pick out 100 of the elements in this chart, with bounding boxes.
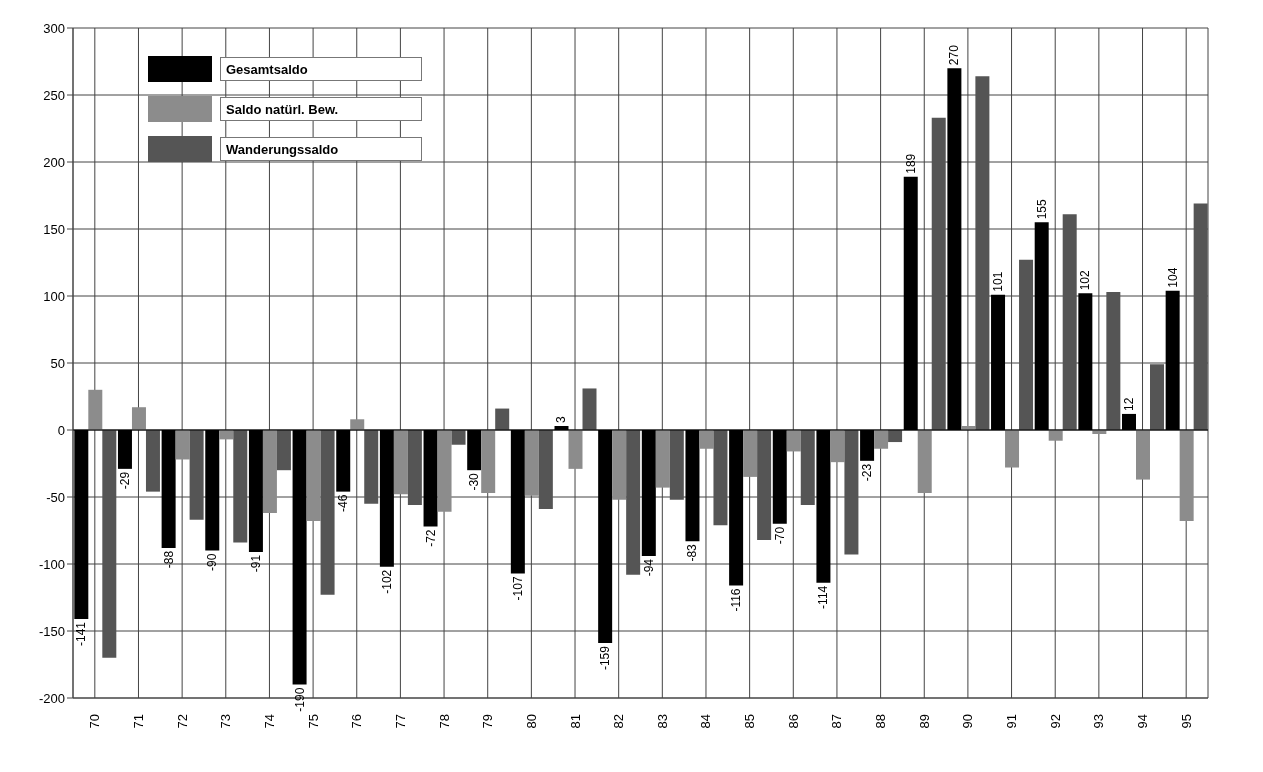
y-tick-label: -200 <box>38 690 65 706</box>
bar <box>844 430 859 555</box>
bar <box>262 430 277 514</box>
data-label: -159 <box>598 645 613 671</box>
data-label: -190 <box>292 687 307 712</box>
data-label: -72 <box>423 529 438 547</box>
bar <box>1179 430 1194 522</box>
bar <box>393 430 408 495</box>
bar <box>917 430 932 493</box>
y-tick-label: 150 <box>43 221 65 237</box>
data-label: -46 <box>336 494 351 512</box>
data-label: -91 <box>248 554 263 573</box>
data-label: -141 <box>74 621 89 646</box>
bar <box>743 430 758 477</box>
y-tick-label: 0 <box>57 422 65 438</box>
bar <box>1062 214 1077 430</box>
bar <box>538 430 553 510</box>
bar <box>1193 203 1208 430</box>
data-label: 189 <box>903 153 918 174</box>
bar <box>582 388 597 430</box>
y-tick-label: 50 <box>50 355 65 371</box>
x-tick-label: 76 <box>349 714 365 729</box>
bar <box>320 430 335 595</box>
bar <box>233 430 248 543</box>
x-tick-label: 71 <box>130 714 146 729</box>
data-label: 270 <box>947 44 962 66</box>
data-label: 102 <box>1078 269 1093 291</box>
bar <box>1019 259 1034 430</box>
bar <box>350 419 365 430</box>
x-tick-label: 91 <box>1004 714 1020 729</box>
bar <box>931 117 946 430</box>
x-tick-label: 78 <box>436 714 452 729</box>
data-label: 12 <box>1122 397 1136 411</box>
x-tick-label: 79 <box>480 714 496 729</box>
data-label: -94 <box>641 558 656 577</box>
bar <box>757 430 772 540</box>
bar <box>830 430 845 463</box>
bar <box>655 430 670 488</box>
x-tick-label: 85 <box>742 714 758 729</box>
data-label: -23 <box>860 463 875 482</box>
x-tick-label: 77 <box>392 714 408 729</box>
bar <box>612 430 627 500</box>
bar <box>874 430 889 449</box>
bar <box>626 430 641 575</box>
bar <box>1106 291 1121 430</box>
data-label: -116 <box>729 588 744 612</box>
data-label: 104 <box>1165 267 1180 288</box>
y-tick-label: -100 <box>38 556 65 572</box>
x-tick-label: 88 <box>873 714 889 729</box>
legend-label: Wanderungssaldo <box>225 140 340 159</box>
x-tick-label: 84 <box>698 714 714 729</box>
x-tick-label: 82 <box>611 714 627 729</box>
bar <box>407 430 422 506</box>
bar <box>1005 430 1020 468</box>
data-label: -83 <box>685 543 700 562</box>
bar <box>102 430 117 658</box>
x-tick-label: 75 <box>305 714 321 729</box>
bar <box>437 430 452 512</box>
bar <box>888 430 903 443</box>
data-label: -70 <box>772 526 787 545</box>
bar <box>699 430 714 449</box>
data-label: -88 <box>161 550 176 569</box>
bar <box>524 430 539 496</box>
data-label: 155 <box>1034 198 1049 220</box>
legend-label: Saldo natürl. Bew. <box>225 100 340 119</box>
bar <box>189 430 204 520</box>
bar <box>669 430 684 500</box>
legend-label: Gesamtsaldo <box>225 60 309 79</box>
x-tick-label: 93 <box>1091 714 1107 729</box>
bar <box>175 430 190 460</box>
data-label: -102 <box>379 569 394 594</box>
data-label: -30 <box>467 472 482 491</box>
y-tick-label: 200 <box>43 154 65 170</box>
data-label: 3 <box>554 415 569 423</box>
x-tick-label: 72 <box>174 714 190 729</box>
bar <box>364 430 379 504</box>
y-tick-label: -150 <box>38 623 65 639</box>
bar <box>975 76 990 430</box>
bar <box>88 389 103 430</box>
x-tick-label: 74 <box>261 714 277 729</box>
x-tick-label: 87 <box>829 714 845 729</box>
bar <box>145 430 160 492</box>
x-tick-label: 94 <box>1135 714 1151 729</box>
data-label: -107 <box>510 576 525 601</box>
x-tick-label: 70 <box>87 714 103 729</box>
y-tick-label: 300 <box>43 20 65 36</box>
y-tick-label: 250 <box>43 87 65 103</box>
data-label: -90 <box>205 553 220 571</box>
bar <box>1150 364 1164 430</box>
bar <box>131 407 146 430</box>
data-label: -29 <box>117 471 132 490</box>
bar <box>800 430 815 506</box>
bar <box>568 430 583 469</box>
bar <box>495 408 510 430</box>
bar <box>306 430 321 522</box>
x-tick-label: 90 <box>960 714 976 729</box>
x-tick-label: 83 <box>654 714 670 729</box>
x-tick-label: 95 <box>1178 714 1194 729</box>
bar <box>713 430 728 526</box>
bar <box>481 430 496 493</box>
